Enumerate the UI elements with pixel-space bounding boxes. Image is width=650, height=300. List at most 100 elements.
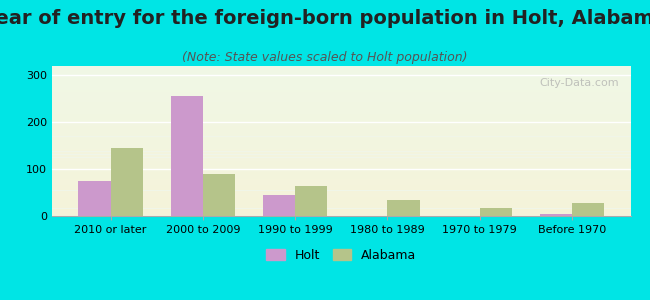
Bar — [52, 92, 630, 93]
Bar — [52, 169, 630, 171]
Bar — [170, 97, 203, 216]
Bar — [52, 192, 630, 194]
Bar — [52, 93, 630, 94]
Bar — [111, 148, 143, 216]
Bar — [52, 167, 630, 168]
Bar — [52, 69, 630, 70]
Bar — [52, 129, 630, 130]
Bar — [52, 75, 630, 76]
Bar — [52, 171, 630, 172]
Bar — [52, 110, 630, 111]
Bar — [52, 134, 630, 135]
Bar — [52, 105, 630, 106]
Bar — [52, 72, 630, 74]
Bar — [52, 130, 630, 132]
Bar — [52, 88, 630, 90]
Bar — [52, 176, 630, 177]
Bar — [52, 152, 630, 153]
Bar — [52, 84, 630, 86]
Bar — [52, 85, 630, 87]
Bar — [52, 160, 630, 162]
Bar — [52, 126, 630, 128]
Bar — [52, 153, 630, 154]
Bar — [540, 214, 572, 216]
Bar — [480, 208, 512, 216]
Bar — [52, 68, 630, 69]
Bar — [52, 117, 630, 118]
Bar — [52, 82, 630, 84]
Bar — [52, 120, 630, 122]
Bar — [52, 198, 630, 200]
Bar — [52, 165, 630, 166]
Bar — [52, 142, 630, 144]
Bar — [52, 148, 630, 150]
Bar — [52, 196, 630, 198]
Bar — [52, 70, 630, 72]
Text: Year of entry for the foreign-born population in Holt, Alabama: Year of entry for the foreign-born popul… — [0, 9, 650, 28]
Bar — [52, 168, 630, 170]
Bar — [52, 158, 630, 159]
Bar — [52, 164, 630, 165]
Bar — [52, 87, 630, 88]
Bar — [52, 213, 630, 214]
Bar — [52, 122, 630, 123]
Bar — [52, 212, 630, 213]
Bar — [52, 66, 630, 68]
Bar — [52, 156, 630, 158]
Bar — [52, 201, 630, 202]
Bar — [52, 98, 630, 99]
Bar — [52, 124, 630, 126]
Bar — [52, 112, 630, 114]
Bar — [52, 141, 630, 142]
Bar — [52, 146, 630, 147]
Bar — [52, 210, 630, 212]
Bar — [52, 183, 630, 184]
Bar — [52, 195, 630, 196]
Bar — [52, 206, 630, 207]
Bar — [52, 159, 630, 160]
Bar — [52, 74, 630, 75]
Bar — [52, 178, 630, 180]
Bar — [52, 118, 630, 120]
Bar — [52, 150, 630, 152]
Bar — [52, 162, 630, 164]
Bar — [52, 207, 630, 208]
Bar — [52, 76, 630, 78]
Bar — [52, 138, 630, 140]
Bar — [52, 174, 630, 176]
Bar — [52, 189, 630, 190]
Text: (Note: State values scaled to Holt population): (Note: State values scaled to Holt popul… — [182, 51, 468, 64]
Bar — [52, 99, 630, 100]
Bar — [52, 116, 630, 117]
Bar — [52, 102, 630, 104]
Bar — [78, 181, 111, 216]
Bar — [203, 174, 235, 216]
Bar — [52, 184, 630, 186]
Bar — [52, 128, 630, 129]
Bar — [52, 96, 630, 98]
Bar — [52, 106, 630, 108]
Text: City-Data.com: City-Data.com — [540, 78, 619, 88]
Bar — [52, 114, 630, 116]
Bar — [52, 100, 630, 102]
Bar — [52, 140, 630, 141]
Bar — [52, 180, 630, 182]
Bar — [52, 186, 630, 188]
Bar — [52, 135, 630, 136]
Bar — [52, 90, 630, 92]
Bar — [387, 200, 420, 216]
Bar — [52, 188, 630, 189]
Bar — [52, 202, 630, 204]
Bar — [52, 182, 630, 183]
Bar — [52, 103, 630, 105]
Bar — [52, 177, 630, 178]
Bar — [52, 200, 630, 201]
Bar — [52, 204, 630, 206]
Bar — [52, 123, 630, 124]
Bar — [52, 132, 630, 134]
Bar — [572, 203, 604, 216]
Bar — [52, 194, 630, 195]
Bar — [263, 195, 295, 216]
Bar — [52, 94, 630, 96]
Bar — [52, 144, 630, 146]
